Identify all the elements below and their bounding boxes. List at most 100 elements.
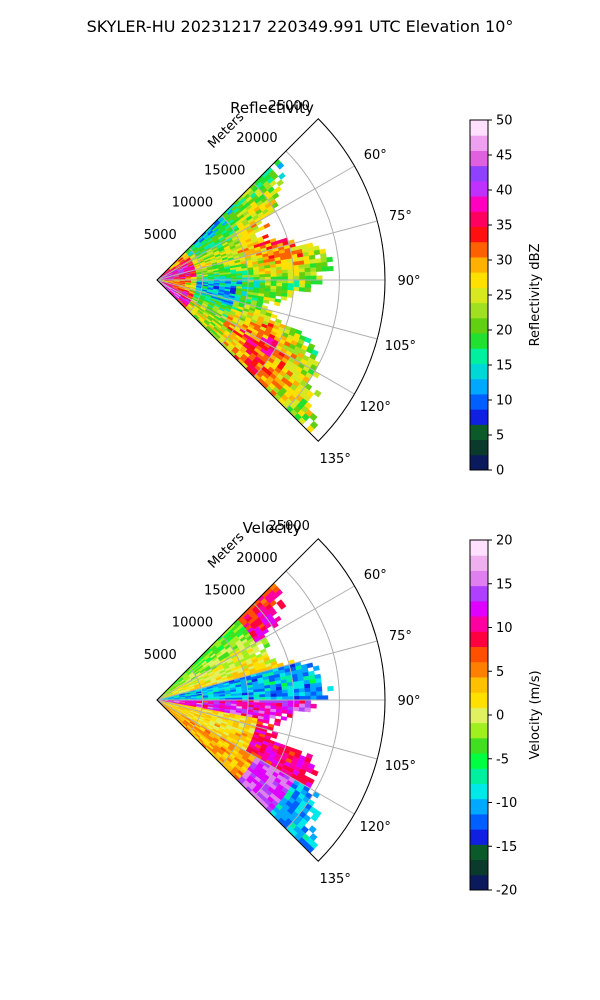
theta-tick-label: 135°	[320, 872, 351, 887]
colorbar-segment	[470, 363, 488, 380]
r-tick-label: 5000	[144, 648, 177, 663]
r-tick-label: 25000	[269, 519, 310, 534]
colorbar-segment	[470, 135, 488, 151]
colorbar-segment	[470, 844, 488, 861]
colorbar-segment	[470, 226, 488, 243]
panel-title: Reflectivity	[230, 99, 314, 117]
colorbar-segment	[470, 570, 488, 587]
theta-tick-label: 90°	[397, 694, 420, 709]
colorbar-segment	[470, 798, 488, 815]
colorbar-segment	[470, 287, 488, 304]
colorbar-segment	[470, 813, 488, 830]
colorbar-segment	[470, 722, 488, 739]
azimuth-gridline	[156, 699, 378, 760]
theta-tick-label: 75°	[389, 629, 412, 644]
colorbar-segment	[470, 180, 488, 197]
theta-tick-label: 105°	[385, 759, 416, 774]
colorbar-segment	[470, 646, 488, 663]
colorbar-segment	[470, 600, 488, 617]
colorbar-tick-label: 5	[496, 665, 504, 680]
r-tick-label: 5000	[144, 228, 177, 243]
colorbar-segment	[470, 348, 488, 364]
reflectivity-panel: Reflectivity500010000150002000025000Mete…	[144, 99, 543, 479]
colorbar-segment	[470, 196, 488, 212]
colorbar-segment	[470, 783, 488, 800]
colorbar-label: Velocity (m/s)	[528, 670, 543, 759]
colorbar-segment	[470, 859, 488, 876]
theta-tick-label: 135°	[320, 452, 351, 467]
colorbar-segment	[470, 676, 488, 693]
colorbar-segment	[470, 333, 488, 349]
theta-tick-label: 105°	[385, 339, 416, 354]
colorbar-tick-label: 10	[496, 394, 513, 409]
colorbar-segment	[470, 829, 488, 845]
colorbar-segment	[470, 317, 488, 334]
colorbar-segment	[470, 707, 488, 724]
colorbar-tick-label: 10	[496, 621, 513, 636]
sector-outline	[156, 538, 386, 862]
azimuth-gridline	[156, 220, 378, 281]
colorbar-tick-label: 30	[496, 254, 513, 269]
colorbar-segment	[470, 661, 488, 678]
azimuth-gridline	[156, 585, 355, 701]
theta-tick-label: 60°	[364, 148, 387, 163]
colorbar-tick-label: 0	[496, 709, 504, 724]
colorbar-segment	[470, 256, 488, 273]
velocity-panel: Velocity500010000150002000025000Meters60…	[144, 519, 543, 899]
r-tick-label: 10000	[172, 616, 213, 631]
colorbar-segment	[470, 241, 488, 258]
r-tick-label: 15000	[204, 163, 245, 178]
colorbar-tick-label: 35	[496, 219, 513, 234]
colorbar-segment	[470, 768, 488, 784]
r-tick-label: 10000	[172, 196, 213, 211]
colorbar-tick-label: 20	[496, 534, 513, 549]
colorbar-segment	[470, 737, 488, 754]
colorbar-segment	[470, 272, 488, 288]
colorbar-segment	[470, 540, 488, 556]
colorbar-segment	[470, 454, 488, 471]
colorbar-tick-label: 0	[496, 464, 504, 479]
r-tick-label: 25000	[269, 99, 310, 114]
theta-tick-label: 60°	[364, 568, 387, 583]
colorbar-tick-label: -20	[496, 884, 517, 899]
colorbar-segment	[470, 874, 488, 891]
colorbar-tick-label: -5	[496, 752, 509, 767]
colorbar-tick-label: 5	[496, 429, 504, 444]
r-tick-label: 20000	[236, 551, 277, 566]
colorbar-segment	[470, 120, 488, 136]
azimuth-gridline	[156, 279, 355, 395]
theta-tick-label: 90°	[397, 274, 420, 289]
colorbar-tick-label: 15	[496, 577, 513, 592]
colorbar-tick-label: 50	[496, 114, 513, 129]
colorbar-segment	[470, 439, 488, 456]
r-tick-label: 20000	[236, 131, 277, 146]
colorbar-segment	[470, 211, 488, 228]
colorbar-tick-label: 45	[496, 149, 513, 164]
figure-suptitle: SKYLER-HU 20231217 220349.991 UTC Elevat…	[87, 17, 514, 36]
colorbar-segment	[470, 753, 488, 769]
colorbar-tick-label: 40	[496, 184, 513, 199]
colorbar-tick-label: -10	[496, 796, 517, 811]
colorbar-segment	[470, 631, 488, 648]
colorbar-segment	[470, 555, 488, 571]
azimuth-gridline	[156, 165, 355, 281]
colorbar-segment	[470, 378, 488, 395]
colorbar-segment	[470, 409, 488, 425]
colorbar-tick-label: -15	[496, 840, 517, 855]
colorbar-segment	[470, 165, 488, 182]
panel-title: Velocity	[243, 519, 302, 537]
colorbar-tick-label: 15	[496, 359, 513, 374]
colorbar-tick-label: 20	[496, 324, 513, 339]
colorbar-segment	[470, 393, 488, 410]
theta-tick-label: 120°	[360, 820, 391, 835]
colorbar-segment	[470, 150, 488, 167]
azimuth-gridline	[156, 279, 378, 340]
azimuth-gridline	[156, 699, 355, 815]
colorbar-segment	[470, 424, 488, 441]
colorbar-segment	[470, 302, 488, 319]
r-tick-label: 15000	[204, 583, 245, 598]
colorbar-segment	[470, 616, 488, 632]
colorbar-segment	[470, 692, 488, 708]
theta-tick-label: 120°	[360, 400, 391, 415]
